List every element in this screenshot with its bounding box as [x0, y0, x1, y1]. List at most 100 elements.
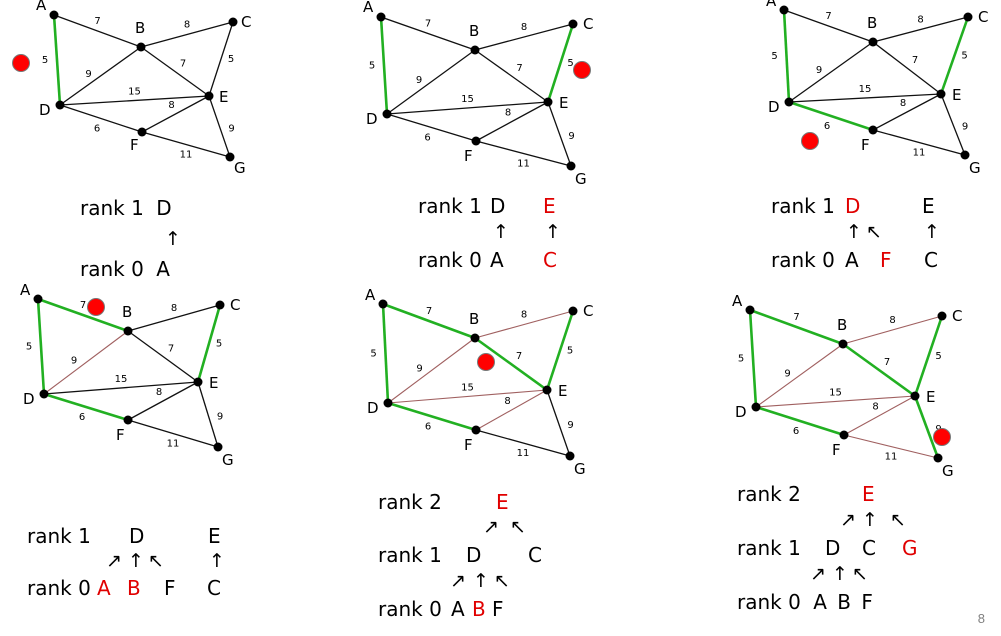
parent-arrow: ↑	[924, 221, 940, 243]
edge-ef	[141, 95, 210, 133]
edge-weight-df: 6	[793, 426, 799, 437]
edge-weight-ab: 7	[94, 16, 100, 27]
vertex-label-f: F	[861, 136, 870, 154]
rank-label: rank 1	[737, 536, 801, 560]
edge-weight-ef: 8	[156, 387, 162, 398]
edge-ab	[53, 14, 142, 48]
edge-df	[387, 401, 477, 432]
edge-ce	[913, 315, 944, 397]
page-number: 8	[977, 611, 985, 626]
edge-fg	[475, 429, 571, 457]
vertex-b	[123, 326, 133, 336]
vertex-label-c: C	[978, 8, 988, 26]
edge-ef	[872, 93, 942, 131]
edge-weight-bc: 8	[889, 315, 895, 326]
vertex-b	[136, 42, 146, 52]
set-node: E	[496, 490, 509, 514]
vertex-c	[568, 306, 578, 316]
vertex-a	[49, 10, 59, 20]
edge-bd	[788, 41, 874, 103]
set-node: F	[861, 590, 873, 614]
rank-label: rank 2	[737, 482, 801, 506]
edge-weight-ab: 7	[825, 11, 831, 22]
edge-weight-bc: 8	[184, 20, 190, 31]
parent-arrow: ↑	[209, 550, 225, 572]
vertex-b	[868, 37, 878, 47]
vertex-label-e: E	[219, 88, 228, 106]
set-node: A	[845, 248, 859, 272]
vertex-label-g: G	[222, 451, 234, 469]
vertex-e	[204, 91, 214, 101]
edge-weight-ce: 5	[961, 51, 967, 62]
set-node: F	[492, 597, 504, 621]
edge-eg	[940, 93, 966, 156]
set-node: C	[862, 536, 876, 560]
rank-row: rank 1 D	[80, 198, 172, 218]
rank-label: rank 0	[80, 257, 144, 281]
edge-weight-ef: 8	[900, 98, 906, 109]
edge-weight-be: 7	[516, 63, 522, 74]
edge-weight-be: 7	[884, 357, 890, 368]
edge-weight-ef: 8	[872, 402, 878, 413]
edge-fg	[843, 434, 939, 459]
rank-row: rank 1	[771, 196, 835, 216]
edge-weight-bd: 9	[71, 356, 77, 367]
set-node: F	[880, 248, 892, 272]
edge-bc	[474, 23, 574, 51]
rank-label: rank 1	[378, 543, 442, 567]
set-node: E	[922, 194, 935, 218]
set-node: F	[164, 576, 176, 600]
vertex-label-b: B	[135, 19, 145, 37]
vertex-f	[471, 425, 481, 435]
edge-weight-df: 6	[824, 121, 830, 132]
edge-weight-bd: 9	[416, 75, 422, 86]
edge-bc	[474, 310, 574, 339]
parent-arrow: ↑	[862, 509, 878, 531]
set-node: D	[466, 543, 482, 567]
edge-weight-bc: 8	[521, 310, 527, 321]
rank-label: rank 1	[418, 194, 482, 218]
edge-fg	[141, 131, 231, 158]
vertex-label-e: E	[209, 374, 218, 392]
vertex-label-a: A	[36, 0, 47, 14]
edge-de	[43, 381, 199, 395]
edge-weight-bc: 8	[521, 22, 527, 33]
edge-weight-be: 7	[516, 351, 522, 362]
vertex-label-a: A	[365, 286, 376, 304]
edge-ab	[382, 302, 476, 340]
edge-de	[755, 395, 916, 408]
set-node: D	[129, 524, 145, 548]
edge-ce	[939, 16, 970, 95]
vertex-label-g: G	[574, 460, 586, 478]
edge-weight-ab: 7	[793, 312, 799, 323]
set-node: A	[451, 597, 465, 621]
vertex-e	[910, 391, 920, 401]
set-node: D	[825, 536, 841, 560]
edge-weight-ad: 5	[42, 55, 48, 66]
edge-weight-ad: 5	[26, 342, 32, 353]
set-node: C	[207, 576, 221, 600]
vertex-label-c: C	[952, 307, 962, 325]
set-node: C	[543, 248, 557, 272]
set-node: B	[127, 576, 141, 600]
edge-weight-ef: 8	[168, 100, 174, 111]
rank-row: rank 1	[27, 526, 91, 546]
edge-bc	[127, 304, 221, 332]
edge-ef	[475, 389, 548, 431]
set-node: B	[837, 590, 851, 614]
vertex-b	[838, 339, 848, 349]
vertex-label-g: G	[942, 462, 954, 480]
parent-arrow: ↑	[473, 570, 489, 592]
edge-weight-bc: 8	[917, 15, 923, 26]
edge-ad	[748, 309, 758, 408]
parent-arrow: ↑	[545, 221, 561, 243]
vertex-label-e: E	[952, 86, 961, 104]
edge-df	[386, 113, 477, 142]
rank-row: rank 0 A B F	[737, 592, 873, 612]
vertex-label-d: D	[367, 399, 379, 417]
set-node: A	[490, 248, 504, 272]
edge-ef	[127, 381, 199, 421]
vertex-a	[745, 305, 755, 315]
